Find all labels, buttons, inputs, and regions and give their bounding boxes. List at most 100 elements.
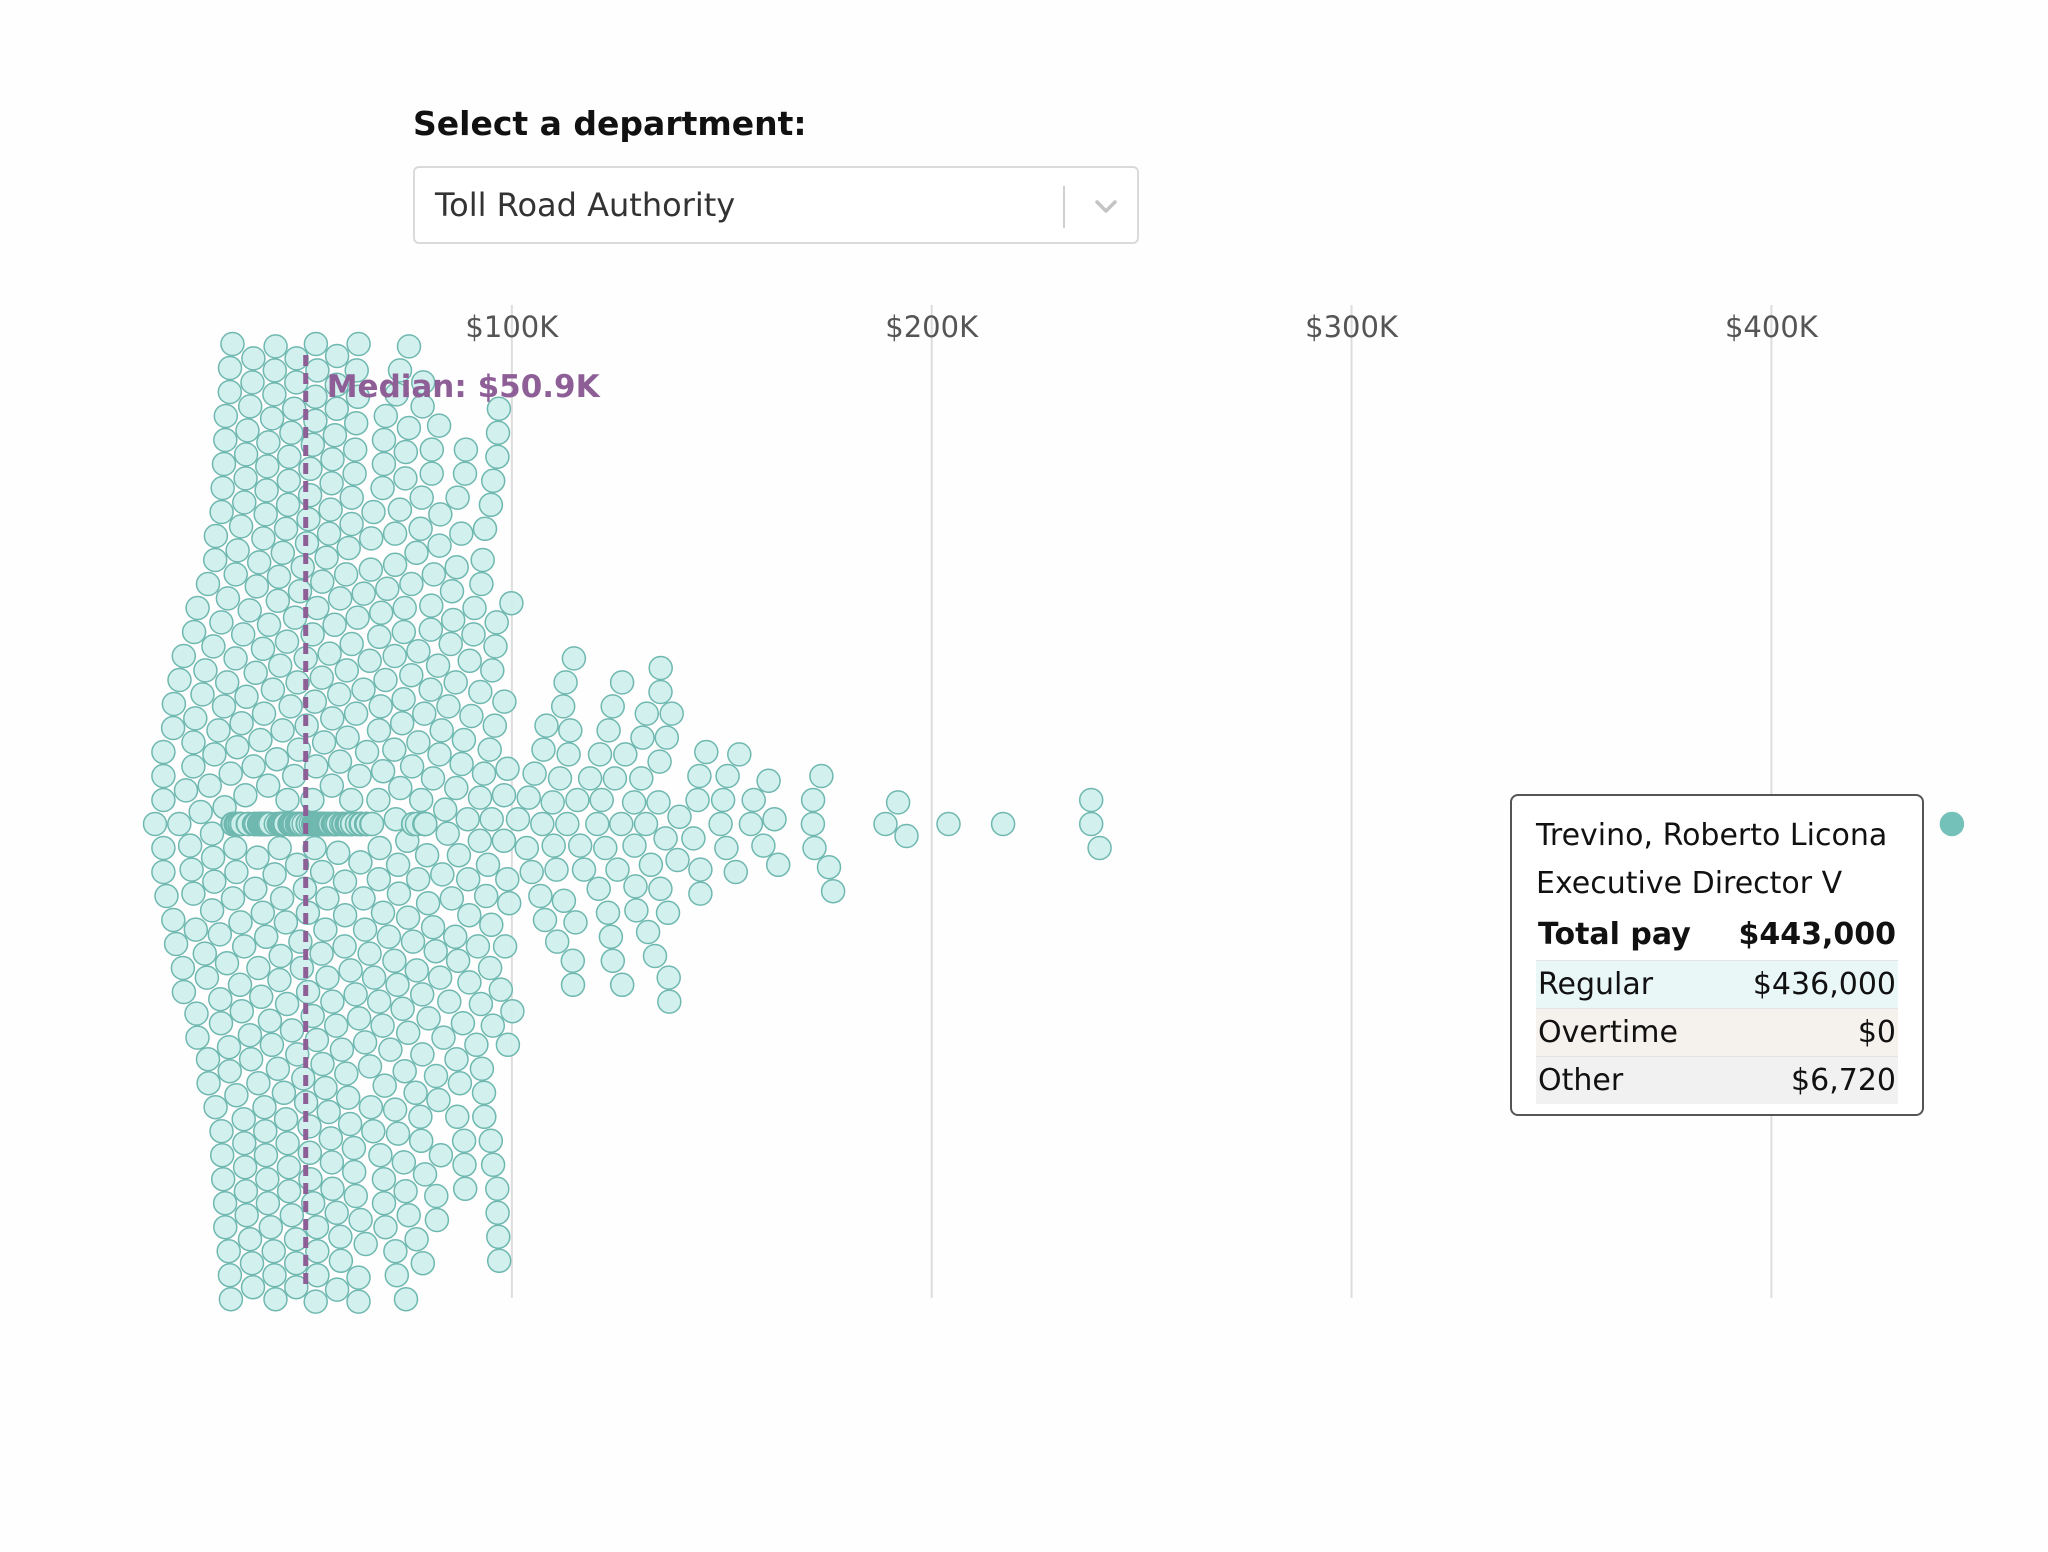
salary-dot <box>351 886 376 911</box>
salary-dot <box>322 612 347 638</box>
department-select[interactable]: Toll Road Authority <box>413 166 1139 244</box>
salary-dot <box>251 701 277 726</box>
salary-dot <box>202 742 227 767</box>
salary-dot <box>167 667 192 693</box>
salary-dot <box>609 972 635 998</box>
salary-dot <box>556 742 581 767</box>
salary-dot <box>609 670 635 695</box>
salary-dot <box>322 422 348 448</box>
salary-dot <box>367 624 392 650</box>
tooltip-employee-name: Trevino, Roberto Licona <box>1536 818 1888 853</box>
salary-dot <box>303 408 328 434</box>
salary-dot <box>298 1166 323 1192</box>
salary-dot <box>483 634 508 659</box>
salary-dot <box>218 1286 244 1312</box>
salary-dot <box>589 787 614 813</box>
salary-dot <box>479 912 504 938</box>
salary-dot <box>621 790 647 815</box>
salary-dot <box>181 881 206 906</box>
salary-dot <box>366 718 392 743</box>
salary-dot <box>230 622 256 647</box>
salary-dot <box>598 924 624 950</box>
salary-dot <box>310 569 335 594</box>
salary-dot <box>256 612 282 638</box>
salary-dot <box>224 1082 249 1108</box>
salary-dot <box>571 857 597 882</box>
salary-dot <box>802 835 827 861</box>
salary-dot <box>560 972 586 998</box>
salary-dot <box>638 852 664 878</box>
salary-dot <box>485 1176 510 1202</box>
salary-dot <box>326 682 352 707</box>
salary-dot <box>405 866 431 892</box>
salary-dot <box>263 1286 288 1312</box>
salary-dot <box>304 754 329 779</box>
salary-dot <box>160 715 186 741</box>
salary-dot <box>425 653 451 678</box>
employee-tooltip: Trevino, Roberto Licona Executive Direct… <box>1510 794 1924 1116</box>
salary-dot <box>370 1013 395 1038</box>
salary-dot <box>486 396 512 422</box>
salary-dot <box>216 1238 241 1264</box>
salary-dot <box>184 1001 209 1026</box>
salary-dot <box>217 355 243 381</box>
salary-dot <box>455 806 480 832</box>
salary-dot <box>317 641 342 666</box>
chevron-down-icon[interactable] <box>1089 190 1123 224</box>
salary-dot <box>279 420 304 446</box>
salary-dot <box>203 523 229 549</box>
salary-dot <box>451 727 477 753</box>
tooltip-overtime-label: Overtime <box>1538 1015 1678 1050</box>
salary-dot <box>467 785 493 810</box>
salary-dot <box>894 823 919 849</box>
salary-dot <box>345 605 370 630</box>
salary-dot <box>427 965 453 990</box>
salary-dot <box>246 955 271 981</box>
salary-dot <box>382 737 407 762</box>
salary-dot <box>762 806 787 832</box>
salary-dot <box>371 1166 397 1192</box>
salary-dot <box>462 595 487 621</box>
salary-dot <box>586 876 611 902</box>
salary-dot <box>561 646 587 671</box>
salary-dot <box>181 730 206 755</box>
x-tick-label: $400K <box>1725 310 1819 344</box>
salary-dot <box>268 943 293 969</box>
salary-dot <box>633 811 659 837</box>
salary-dot <box>366 866 392 892</box>
salary-dot <box>687 763 712 789</box>
salary-dot <box>210 1166 236 1192</box>
salary-dot <box>472 1104 497 1130</box>
salary-dot <box>600 948 626 974</box>
salary-dot <box>393 1178 418 1204</box>
salary-dot <box>477 737 502 762</box>
salary-dot <box>358 557 384 582</box>
salary-dot <box>250 636 276 662</box>
salary-dot <box>480 658 505 683</box>
salary-dot <box>391 619 417 645</box>
salary-dot <box>375 576 400 602</box>
salary-dot <box>361 1118 386 1144</box>
salary-dot <box>341 1135 367 1161</box>
salary-dot <box>605 857 630 882</box>
salary-dot <box>289 955 315 981</box>
salary-dot <box>435 821 460 846</box>
salary-dot <box>223 646 248 671</box>
salary-dot <box>420 766 446 791</box>
salary-dot <box>378 1037 403 1062</box>
salary-dot <box>424 1183 449 1209</box>
salary-dot <box>418 617 444 642</box>
salary-dot <box>475 852 501 878</box>
salary-dot <box>313 1075 338 1101</box>
salary-dot <box>167 811 192 837</box>
salary-dot <box>469 1056 495 1082</box>
salary-dot <box>519 859 544 885</box>
salary-dot <box>471 761 497 786</box>
salary-dot <box>409 982 435 1007</box>
salary-dot <box>415 890 441 916</box>
salary-dot <box>410 1042 435 1067</box>
salary-dot <box>385 972 410 998</box>
salary-dot <box>304 1214 330 1240</box>
salary-dot <box>471 1080 497 1106</box>
salary-dot <box>170 955 196 981</box>
